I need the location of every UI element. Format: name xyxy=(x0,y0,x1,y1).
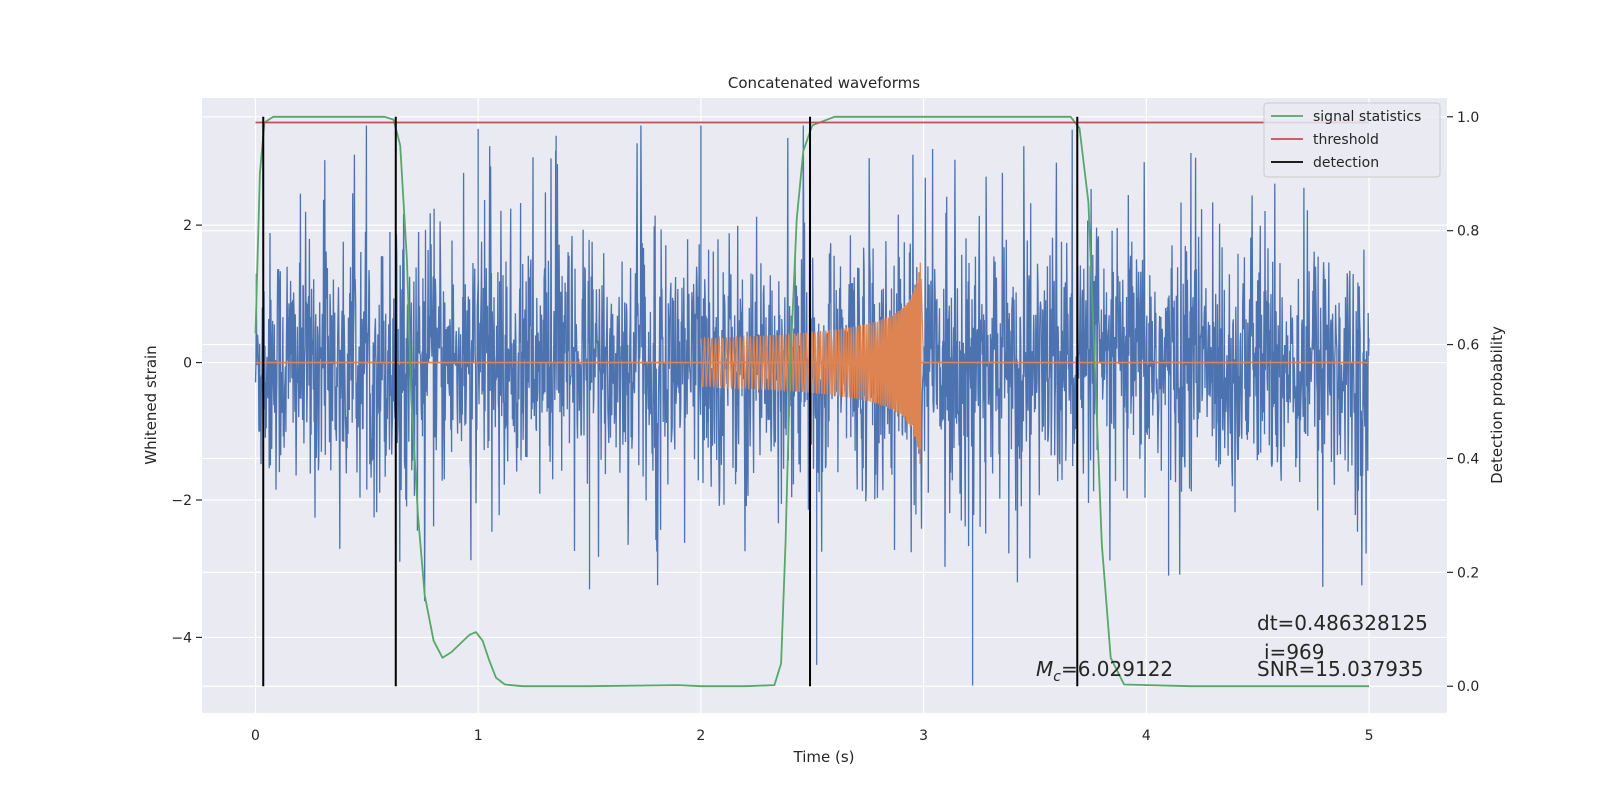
y2-tick-label: 0.6 xyxy=(1457,338,1479,354)
x-tick-label: 0 xyxy=(251,728,260,744)
y-tick-label: −2 xyxy=(171,493,192,509)
strain-series xyxy=(254,125,1370,686)
y2-tick-label: 0.8 xyxy=(1457,224,1479,240)
y-axis-label: Whitened strain xyxy=(142,345,160,464)
mc-annotation: Mc=6.029122 xyxy=(1036,657,1173,685)
y2-tick-label: 1.0 xyxy=(1457,110,1479,126)
legend: signal statistics threshold detection xyxy=(1263,102,1441,178)
template-series xyxy=(255,262,1370,464)
x-axis-label: Time (s) xyxy=(793,748,855,766)
x-tick-label: 3 xyxy=(919,728,928,744)
i-annotation: i=969 xyxy=(1264,640,1325,664)
y-tick-label: 0 xyxy=(183,356,192,372)
strain-line xyxy=(254,125,1370,602)
snr-annotation: SNR=15.037935 xyxy=(1257,657,1423,681)
y-tick-label: 2 xyxy=(183,218,192,234)
chart-title: Concatenated waveforms xyxy=(728,74,920,92)
legend-label-threshold: threshold xyxy=(1313,132,1379,148)
y-tick-label: −4 xyxy=(171,630,192,646)
y2-axis-ticks: 0.0 0.2 0.4 0.6 0.8 1.0 xyxy=(1447,110,1479,695)
y2-tick-label: 0.2 xyxy=(1457,565,1479,581)
y-axis-ticks: −4 −2 0 2 xyxy=(171,218,202,646)
y2-axis-label: Detection probability xyxy=(1488,326,1506,484)
x-tick-label: 2 xyxy=(696,728,705,744)
y2-tick-label: 0.0 xyxy=(1457,679,1479,695)
x-tick-label: 4 xyxy=(1142,728,1151,744)
legend-label-detection: detection xyxy=(1313,155,1379,171)
detection-series xyxy=(262,116,1079,687)
y2-tick-label: 0.4 xyxy=(1457,451,1479,467)
template-chirp xyxy=(700,262,925,464)
x-tick-label: 1 xyxy=(474,728,483,744)
legend-label-signal-statistics: signal statistics xyxy=(1313,109,1421,125)
dt-annotation: dt=0.486328125 xyxy=(1257,611,1428,635)
x-tick-label: 5 xyxy=(1365,728,1374,744)
legend-box xyxy=(1263,102,1441,178)
x-axis-ticks: 0 1 2 3 4 5 xyxy=(251,728,1374,744)
